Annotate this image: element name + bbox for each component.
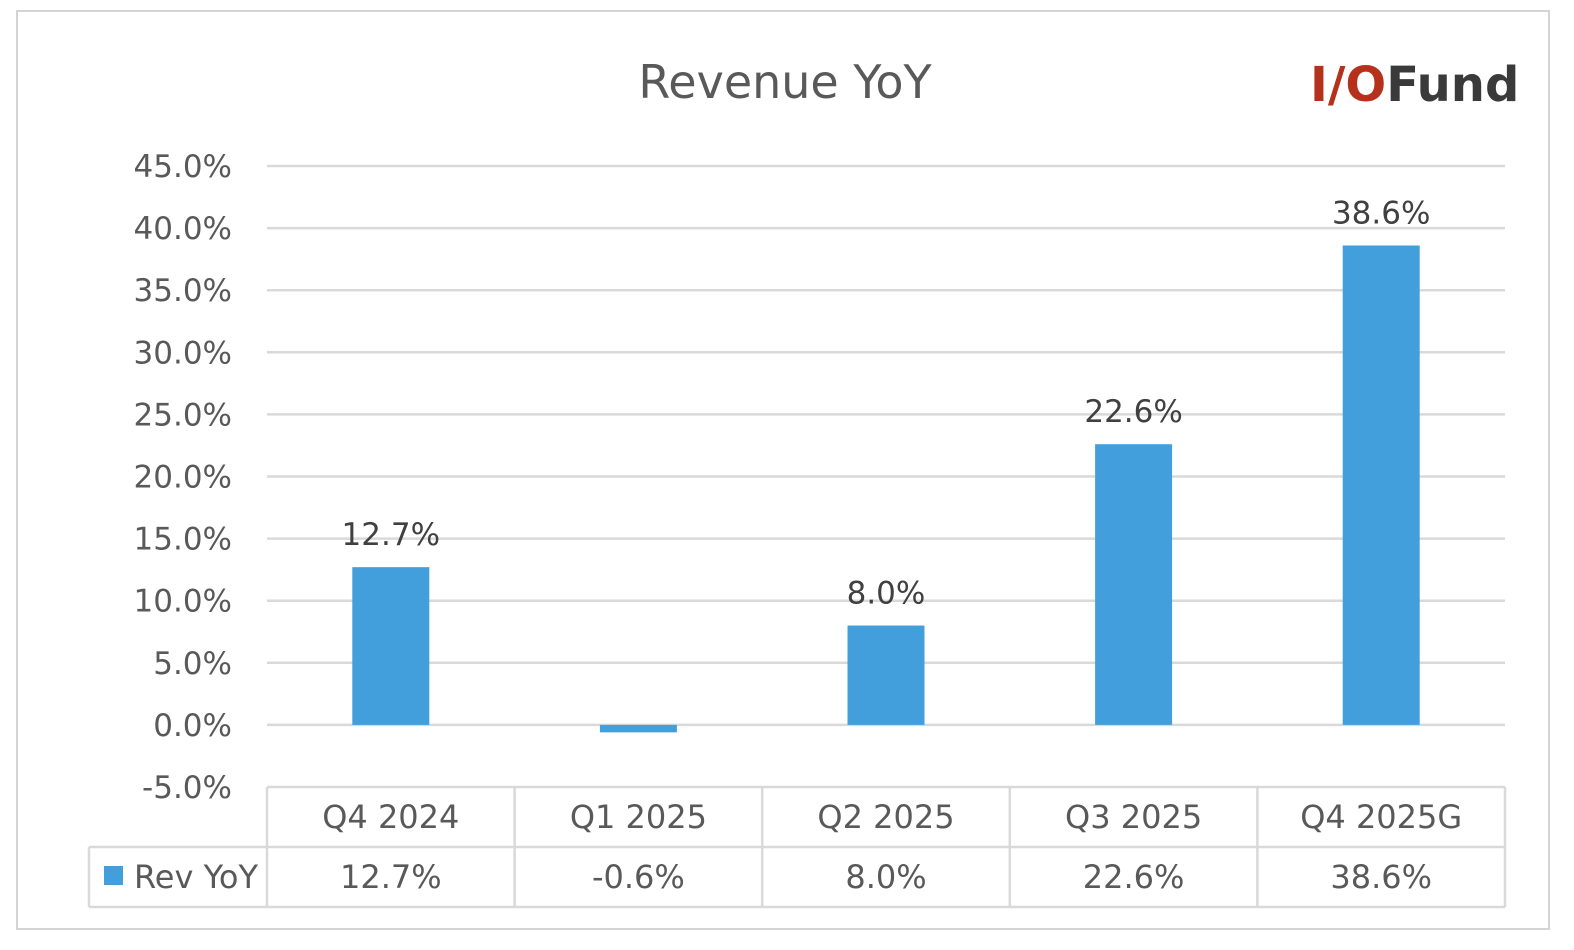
legend-swatch <box>104 866 123 885</box>
x-category-label: Q1 2025 <box>570 798 707 836</box>
data-label: 12.7% <box>342 517 440 553</box>
data-label: 22.6% <box>1084 394 1182 430</box>
y-tick-label: 20.0% <box>134 460 232 496</box>
x-category-label: Q4 2024 <box>322 798 459 836</box>
io-fund-logo: I/OFund <box>1310 57 1519 113</box>
table-value-cell: 8.0% <box>845 858 926 896</box>
table-value-cell: 22.6% <box>1083 858 1185 896</box>
x-category-label: Q4 2025G <box>1300 798 1462 836</box>
data-table: Q4 2024 12.7% Q1 2025 -0.6% Q2 2025 8.0% Q3 20… <box>87 785 1507 909</box>
y-tick-label: 0.0% <box>153 708 232 744</box>
table-value-cell: 38.6% <box>1330 858 1432 896</box>
y-axis-ticks: -5.0% 0.0% 5.0% 10.0% 15.0% 20.0% 25.0% 30.0% 35… <box>134 149 232 806</box>
y-tick-label: -5.0% <box>142 770 232 806</box>
bar <box>1095 444 1173 725</box>
data-label: 8.0% <box>847 576 926 612</box>
bar <box>352 567 430 725</box>
table-value-cell: -0.6% <box>592 858 685 896</box>
y-tick-label: 35.0% <box>134 273 232 309</box>
gridlines <box>267 164 1505 727</box>
table-value-cell: 12.7% <box>340 858 442 896</box>
y-tick-label: 45.0% <box>134 149 232 185</box>
legend-series-name: Rev YoY <box>134 858 258 896</box>
bar <box>1342 245 1420 725</box>
y-tick-label: 10.0% <box>134 584 232 620</box>
x-category-label: Q2 2025 <box>817 798 954 836</box>
y-tick-label: 30.0% <box>134 335 232 371</box>
bar <box>847 625 925 725</box>
data-label: 38.6% <box>1332 195 1430 231</box>
logo-part-io: I/O <box>1310 57 1386 113</box>
x-category-label: Q3 2025 <box>1065 798 1202 836</box>
bars <box>352 245 1420 733</box>
data-labels: 12.7% 8.0% 22.6% 38.6% <box>342 195 1431 611</box>
bar <box>599 724 677 733</box>
y-tick-label: 25.0% <box>134 397 232 433</box>
chart-title: Revenue YoY <box>638 55 932 109</box>
logo-part-fund: Fund <box>1386 57 1519 113</box>
y-tick-label: 15.0% <box>134 522 232 558</box>
y-tick-label: 5.0% <box>153 646 232 682</box>
y-tick-label: 40.0% <box>134 211 232 247</box>
chart-frame <box>16 10 1550 930</box>
